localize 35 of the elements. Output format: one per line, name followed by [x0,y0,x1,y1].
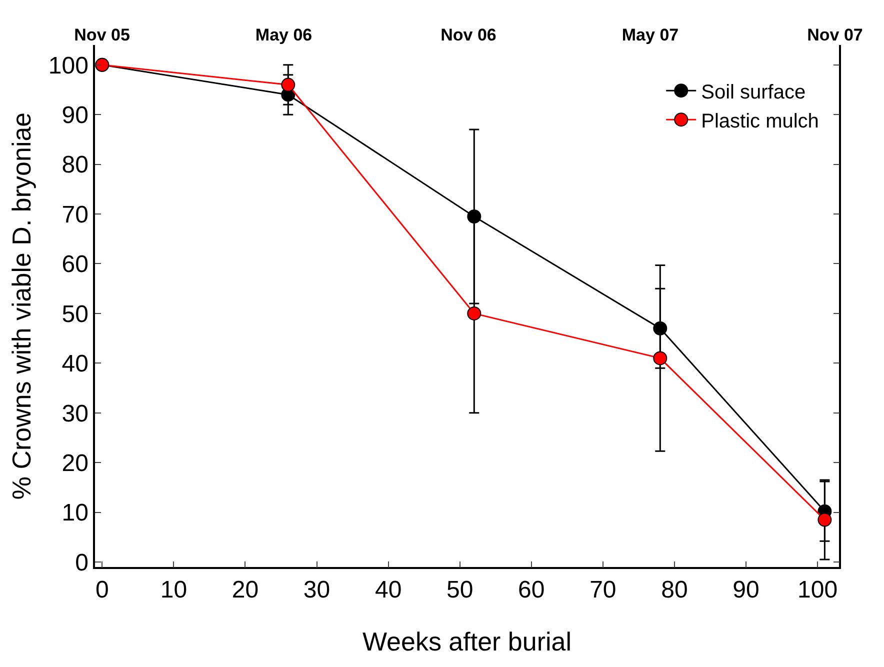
point [281,78,296,92]
y-tick-label: 50 [62,300,88,328]
x-tick-label: 40 [374,576,402,604]
x2-tick-label: Nov 05 [74,26,130,45]
y-tick-label: 0 [75,549,88,576]
y-axis-title: % Crowns with viable D. bryoniae [6,112,36,500]
legend-label: Plastic mulch [701,110,819,132]
x-axis-title: Weeks after burial [362,626,572,657]
x-tick-label: 50 [446,576,474,604]
y-tick-label: 90 [62,102,88,129]
y-tick-label: 20 [62,450,88,477]
y-tick-label: 10 [62,500,88,527]
y-tick-label: 100 [48,52,88,80]
x2-tick-label: Nov 07 [807,26,863,45]
point [818,512,832,527]
point [653,351,668,366]
x-tick-label: 10 [160,576,188,604]
x-tick-label: 30 [303,576,330,604]
x-tick-label: 20 [232,576,259,604]
y-tick-label: 80 [62,152,88,179]
x-tick-label: 0 [95,576,109,604]
point [467,306,482,320]
x-tick-label: 100 [798,576,838,604]
x-tick-label: 60 [518,576,545,604]
y-tick-label: 70 [62,201,88,228]
legend-label: Soil surface [701,81,806,104]
y-tick-label: 40 [62,350,88,378]
x2-tick-label: May 06 [255,26,312,45]
x2-tick-label: Nov 06 [440,26,496,45]
x2-tick-label: May 07 [622,26,679,45]
y-tick-label: 30 [62,400,88,428]
x-tick-label: 80 [661,576,688,604]
x-tick-label: 70 [590,576,616,604]
x-tick-label: 90 [732,576,760,604]
y-tick-label: 60 [62,251,88,278]
